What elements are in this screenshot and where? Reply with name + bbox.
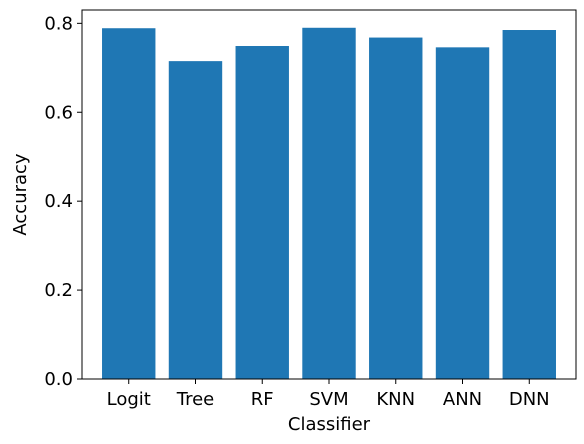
bars-group <box>102 27 556 380</box>
bar-dnn <box>502 30 556 379</box>
y-tick-label: 0.6 <box>44 102 73 123</box>
y-tick-label: 0.0 <box>44 369 73 390</box>
bar-svm <box>302 27 356 380</box>
y-axis-label: Accuracy <box>10 153 31 236</box>
bar-rf <box>235 46 289 379</box>
bar-logit <box>102 28 156 379</box>
bar-ann <box>435 47 490 380</box>
y-tick-label: 0.4 <box>44 191 73 212</box>
x-tick-label: RF <box>251 389 274 410</box>
x-tick-label: ANN <box>443 389 482 410</box>
y-tick-label: 0.8 <box>44 13 73 34</box>
x-tick-label: Logit <box>107 389 151 410</box>
x-axis-label: Classifier <box>288 414 371 435</box>
y-tick-label: 0.2 <box>44 280 73 301</box>
x-tick-label: DNN <box>509 389 550 410</box>
x-tick-label: Tree <box>176 389 215 410</box>
bar-knn <box>369 37 423 380</box>
x-axis: Logit Tree RF SVM KNN ANN DNN <box>107 379 550 410</box>
x-tick-label: SVM <box>309 389 348 410</box>
y-axis: 0.0 0.2 0.4 0.6 0.8 <box>44 13 82 390</box>
bar-tree <box>168 61 223 379</box>
x-tick-label: KNN <box>376 389 415 410</box>
